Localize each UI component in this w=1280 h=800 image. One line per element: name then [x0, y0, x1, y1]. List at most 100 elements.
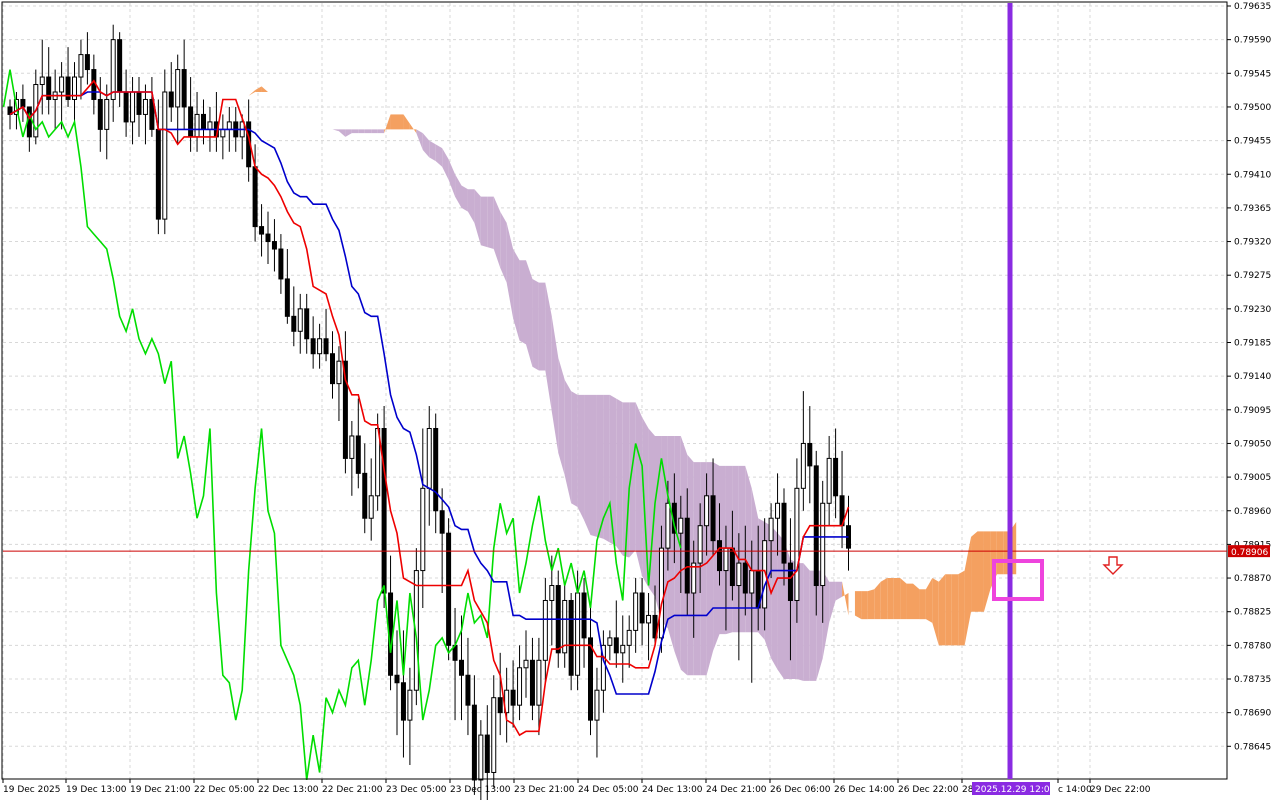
bear-candle [465, 674, 471, 706]
bull-candle [775, 502, 781, 519]
x-tick-label: 23 Dec 13:00 [450, 785, 511, 795]
bear-candle [710, 495, 716, 542]
kumo-segment [609, 394, 617, 547]
kumo-segment [442, 148, 449, 180]
bull-candle [39, 76, 45, 86]
y-tick-label: 0.79005 [1234, 473, 1271, 483]
bull-candle [800, 442, 806, 489]
bear-candle [155, 128, 161, 220]
kumo-future-segment [861, 591, 868, 620]
bear-candle [323, 338, 329, 355]
y-tick-label: 0.79275 [1234, 271, 1271, 281]
bear-candle [330, 353, 335, 385]
bear-candle [46, 76, 52, 100]
highlight-box-marker [992, 559, 1044, 601]
kumo-segment [706, 462, 714, 676]
bear-candle [742, 562, 748, 594]
bear-candle [355, 435, 361, 474]
bear-candle [278, 248, 284, 280]
bear-candle [65, 76, 71, 100]
x-tick-label: 19 Dec 21:00 [130, 785, 191, 795]
kumo-future-segment [906, 583, 913, 620]
bull-candle [413, 570, 419, 691]
kumo-segment [487, 196, 494, 250]
candles-layer [7, 24, 851, 800]
bear-candle [639, 592, 645, 624]
bull-candle [72, 76, 77, 100]
bull-candle [562, 599, 568, 654]
crosshair-time-label-bg [972, 782, 1050, 795]
bear-candle [117, 39, 123, 93]
bull-candle [162, 91, 168, 220]
y-tick-label: 0.78645 [1234, 742, 1271, 752]
bull-candle [575, 592, 581, 676]
x-tick-label: 22 Dec 21:00 [322, 785, 383, 795]
bear-candle [471, 704, 477, 781]
kumo-future-segment [925, 578, 933, 623]
kumo-segment [513, 249, 520, 341]
x-tick-label: c 14:00 [1058, 785, 1092, 795]
x-tick-label: 26 Dec 14:00 [834, 785, 895, 795]
y-tick-label: 0.79635 [1234, 2, 1271, 12]
kumo-future-segment [938, 574, 946, 646]
kumo-future-segment [867, 589, 875, 620]
kumo-segment [390, 114, 397, 130]
bear-candle [259, 226, 265, 235]
bear-candle [362, 472, 368, 519]
bear-candle [123, 91, 129, 123]
kumo-segment [629, 402, 636, 558]
x-tick-label: 23 Dec 21:00 [514, 785, 575, 795]
kumo-segment [506, 222, 514, 319]
kumo-segment [377, 129, 385, 134]
bear-candle [97, 98, 103, 130]
kumo-segment [397, 114, 404, 130]
bear-candle [729, 547, 735, 587]
bull-candle [536, 659, 542, 706]
kumo-segment [467, 189, 475, 223]
kumo-segment [526, 260, 533, 367]
y-tick-label: 0.79410 [1234, 170, 1271, 180]
bull-candle [678, 517, 684, 534]
bear-candle [439, 510, 445, 534]
kumo-future-segment [919, 589, 926, 620]
bear-candle [342, 360, 348, 459]
kumo-segment [648, 428, 655, 597]
bear-candle [20, 98, 26, 108]
bear-candle [781, 502, 787, 564]
y-tick-label: 0.79320 [1234, 238, 1271, 248]
bull-candle [420, 487, 426, 572]
bull-candle [297, 308, 303, 332]
bear-candle [84, 54, 90, 71]
current-price-label: 0.78906 [1231, 548, 1268, 558]
kumo-segment [667, 435, 675, 651]
y-tick-label: 0.78690 [1234, 709, 1271, 719]
bear-candle [568, 599, 574, 676]
bear-candle [684, 517, 690, 594]
bear-candle [381, 427, 387, 594]
kumo-segment [403, 114, 410, 130]
kumo-future-segment [854, 591, 862, 620]
current-price-label-bg [1228, 545, 1270, 558]
bear-candle [652, 614, 658, 639]
kumo-segment [532, 278, 539, 371]
bear-candle [7, 106, 13, 115]
kumo-segment [732, 465, 739, 633]
kumo-segment [596, 394, 604, 539]
kumo-segment [364, 129, 372, 134]
bull-candle [542, 599, 548, 661]
kumo-future-segment [913, 583, 920, 620]
bear-candle [181, 69, 187, 108]
bull-candle [691, 562, 697, 594]
kumo-segment [551, 316, 559, 453]
kumo-segment [809, 570, 817, 681]
x-axis: 19 Dec 2025 19 Dec 13:00 19 Dec 21:00 22 De… [2, 779, 1151, 795]
y-tick-label: 0.79185 [1234, 339, 1271, 349]
bull-candle [794, 487, 800, 601]
kumo-segment [558, 357, 565, 476]
kumo-segment [480, 196, 488, 248]
x-tick-label: 26 Dec 22:00 [898, 785, 959, 795]
kumo-segment [358, 129, 365, 134]
x-tick-label: 29 Dec 22:00 [1090, 785, 1151, 795]
bull-candle [749, 570, 755, 594]
